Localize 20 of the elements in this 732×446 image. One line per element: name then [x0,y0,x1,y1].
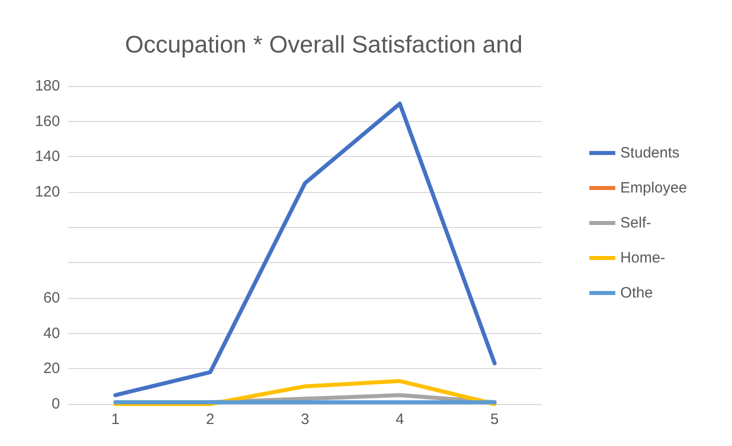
line-series [113,102,497,398]
legend-label: Employee [620,180,687,196]
y-tick-label: 20 [43,360,60,378]
legend-label: Home- [620,250,666,266]
y-tick-label: 180 [34,78,60,94]
y-tick-label: 160 [34,112,60,130]
y-tick-label: 140 [34,148,60,166]
y-tick-label: 0 [52,396,60,412]
y-tick-label: 40 [43,324,60,342]
legend-label: Othe [620,284,653,302]
x-tick-label: 2 [206,411,214,428]
x-tick-label: 1 [111,411,120,428]
x-tick-label: 4 [396,411,404,428]
x-tick-label: 5 [490,411,499,428]
legend-label: Self- [620,214,652,232]
y-tick-label: 60 [43,290,60,306]
legend-label: Students [620,144,680,162]
x-tick-label: 3 [300,411,310,428]
y-tick-label: 120 [34,184,60,200]
chart-title: Occupation * Overall Satisfaction and [125,32,523,58]
